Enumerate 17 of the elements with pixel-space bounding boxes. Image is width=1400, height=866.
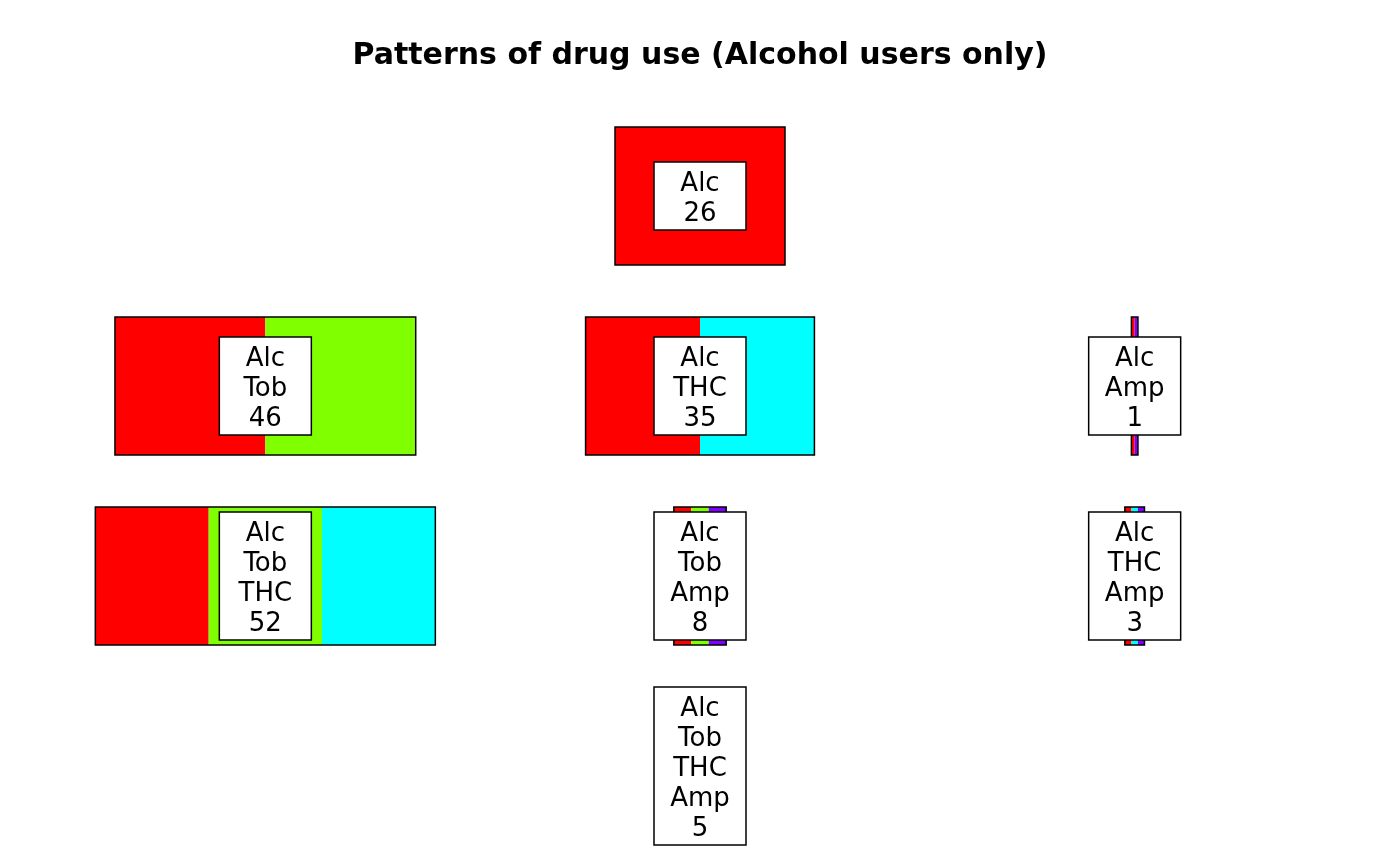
data-label: 35 — [683, 402, 717, 432]
data-label: 1 — [1126, 402, 1143, 432]
category-label: Alc — [680, 167, 720, 197]
category-label: Alc Tob THC Amp — [670, 692, 730, 812]
data-label: 5 — [691, 812, 709, 842]
data-label: 26 — [683, 197, 717, 227]
category-label: Alc THC Amp — [1104, 517, 1165, 607]
data-label: 3 — [1126, 607, 1143, 637]
category-label: Alc Amp — [1104, 342, 1165, 402]
category-label: Alc Tob — [242, 342, 288, 402]
category-label: Alc Tob Amp — [670, 517, 730, 607]
text: Patterns of drug use (Alcohol users only) — [351, 35, 1049, 73]
category-label: Alc Tob THC — [237, 517, 293, 607]
data-label: 46 — [248, 402, 282, 432]
data-label: 8 — [691, 607, 709, 637]
data-label: 52 — [248, 607, 282, 637]
category-label: Alc THC — [672, 342, 727, 402]
